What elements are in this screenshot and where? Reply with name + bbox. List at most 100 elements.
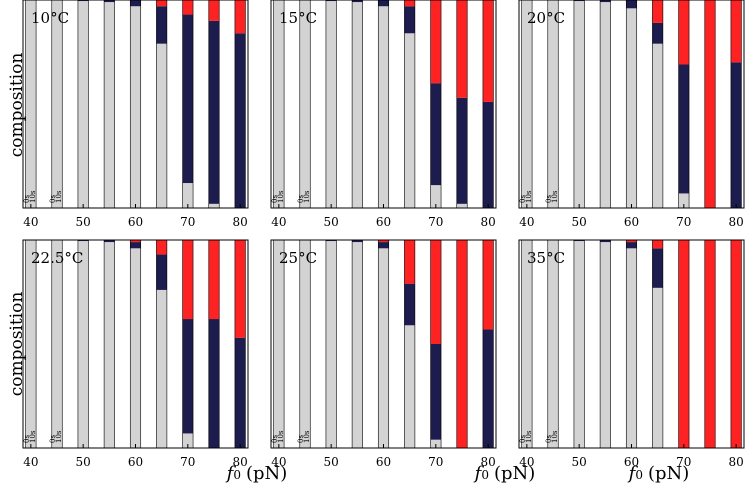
segment-navy xyxy=(156,6,167,44)
bar-60 xyxy=(625,239,638,449)
segment-red xyxy=(678,240,690,448)
time-label: 10s xyxy=(303,430,311,443)
bar-65 xyxy=(404,239,416,449)
x-tick-label: 60 xyxy=(128,455,143,469)
bar-45 xyxy=(299,0,311,209)
segment-gray xyxy=(352,2,363,208)
x-tick-label: 40 xyxy=(23,455,38,469)
segment-gray xyxy=(652,287,663,448)
segment-navy xyxy=(352,0,363,3)
x-tick-label: 50 xyxy=(76,215,91,229)
segment-red xyxy=(652,0,663,23)
bar-50 xyxy=(573,239,585,449)
segment-red xyxy=(704,0,716,208)
segment-gray xyxy=(299,240,311,448)
segment-navy xyxy=(182,14,194,184)
segment-red xyxy=(182,0,194,15)
bar-65 xyxy=(652,0,664,209)
bar-40 xyxy=(521,0,533,209)
segment-gray xyxy=(352,242,363,448)
bar-80 xyxy=(482,0,494,209)
segment-navy xyxy=(130,242,141,249)
bar-80 xyxy=(730,239,742,449)
bar-75 xyxy=(456,0,468,209)
segment-navy xyxy=(77,0,89,2)
segment-red xyxy=(404,240,415,284)
x-tick-label: 80 xyxy=(729,455,744,469)
bar-60 xyxy=(625,0,638,209)
x-tick-label: 50 xyxy=(572,455,587,469)
x-tick-label: 70 xyxy=(180,455,195,469)
segment-red xyxy=(730,0,742,63)
segment-red xyxy=(678,0,690,65)
segment-gray xyxy=(77,241,89,448)
segment-gray xyxy=(299,0,311,208)
bar-55 xyxy=(599,239,611,449)
segment-navy xyxy=(626,242,637,249)
segment-gray xyxy=(521,240,533,448)
segment-gray xyxy=(600,242,611,448)
segment-navy xyxy=(456,97,468,204)
segment-gray xyxy=(652,43,663,209)
time-label: 0s xyxy=(519,195,527,203)
bar-80 xyxy=(730,0,742,209)
x-tick-label: 80 xyxy=(729,215,744,229)
segment-navy xyxy=(573,0,585,2)
time-label: 10s xyxy=(29,190,37,203)
x-tick-label: 40 xyxy=(271,215,286,229)
time-label: 10s xyxy=(55,190,63,203)
segment-gray xyxy=(378,6,389,208)
x-tick-label: 70 xyxy=(676,455,691,469)
bar-80 xyxy=(234,0,246,209)
segment-gray xyxy=(678,193,690,208)
segment-red xyxy=(704,240,716,448)
segment-navy xyxy=(208,319,220,448)
segment-navy xyxy=(352,240,363,243)
segment-navy xyxy=(234,33,246,208)
bar-45 xyxy=(547,0,559,209)
segment-navy xyxy=(104,0,115,3)
segment-gray xyxy=(104,242,115,448)
segment-gray xyxy=(547,0,559,208)
time-label: 0s xyxy=(545,435,553,443)
segment-navy xyxy=(378,242,389,249)
segment-red xyxy=(482,0,494,102)
segment-gray xyxy=(273,0,285,208)
bar-50 xyxy=(573,0,585,209)
segment-gray xyxy=(130,6,141,208)
bar-70 xyxy=(430,239,442,449)
segment-gray xyxy=(273,240,285,448)
segment-navy xyxy=(430,83,442,186)
segment-navy xyxy=(378,0,389,7)
time-label: 0s xyxy=(297,435,305,443)
bar-50 xyxy=(325,239,337,449)
segment-navy xyxy=(600,240,611,243)
segment-gray xyxy=(521,0,533,208)
time-label: 0s xyxy=(23,195,31,203)
time-label: 10s xyxy=(277,190,285,203)
time-label: 10s xyxy=(551,190,559,203)
segment-navy xyxy=(156,254,167,290)
x-tick-label: 80 xyxy=(481,455,496,469)
bar-65 xyxy=(404,0,416,209)
time-label: 0s xyxy=(545,195,553,203)
panel-title: 10°C xyxy=(31,9,69,27)
segment-red xyxy=(182,240,194,320)
segment-gray xyxy=(626,8,637,208)
x-tick-label: 40 xyxy=(519,215,534,229)
x-tick-label: 80 xyxy=(233,215,248,229)
segment-gray xyxy=(25,0,37,208)
bar-80 xyxy=(482,239,494,449)
segment-red xyxy=(626,240,637,243)
bar-50 xyxy=(77,239,89,449)
time-label: 0s xyxy=(49,435,57,443)
bar-65 xyxy=(652,239,664,449)
bar-75 xyxy=(704,0,716,209)
x-tick-label: 50 xyxy=(324,215,339,229)
panel-title: 25°C xyxy=(279,249,317,267)
time-label: 10s xyxy=(303,190,311,203)
time-label: 0s xyxy=(271,435,279,443)
